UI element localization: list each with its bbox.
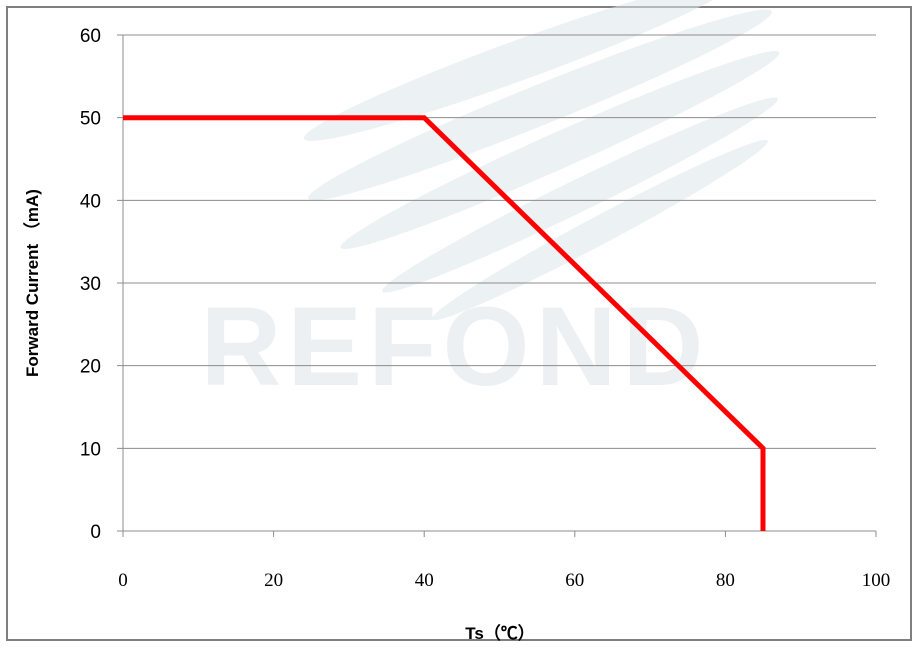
y-tick-10: 10 [80,439,101,460]
x-tick-20: 20 [264,570,283,591]
x-tick-40: 40 [415,570,434,591]
x-tick-labels: 0 20 40 60 80 100 [118,570,890,591]
x-tick-80: 80 [716,570,735,591]
series-line-0 [123,115,766,531]
series-group [123,115,766,531]
y-tick-30: 30 [80,274,101,295]
y-tick-labels: 0 10 20 30 40 50 60 [80,26,101,543]
y-tick-40: 40 [80,191,101,212]
y-tick-60: 60 [80,26,101,47]
x-axis-title: Ts（℃） [465,623,535,643]
refond-watermark: REFOND [201,0,780,409]
y-tick-50: 50 [80,109,101,130]
y-tick-0: 0 [90,522,101,543]
watermark-text: REFOND [201,284,710,409]
x-tick-0: 0 [118,570,128,591]
x-tick-100: 100 [862,570,891,591]
x-tick-60: 60 [565,570,584,591]
y-axis-title: Forward Current （mA) [22,189,42,377]
y-tick-20: 20 [80,357,101,378]
